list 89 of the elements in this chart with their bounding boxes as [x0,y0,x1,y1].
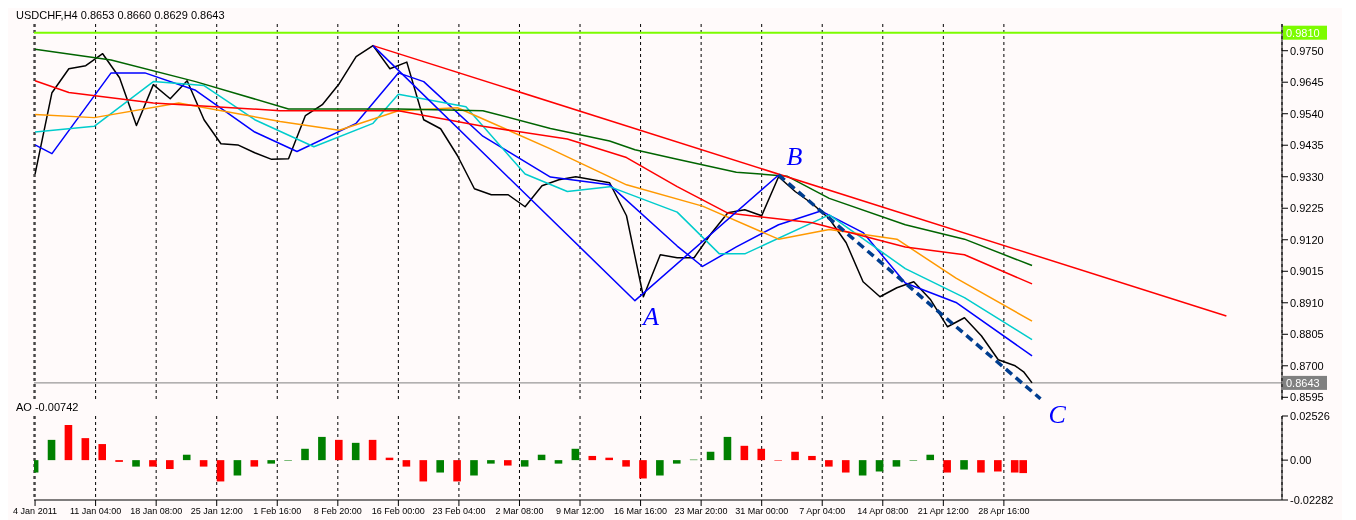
x-tick-label: 16 Mar 16:00 [614,506,668,517]
bar [81,438,90,461]
chart-title: AO -0.00742 [16,401,79,413]
bar [808,455,816,461]
bar [64,425,73,461]
bar [301,448,309,461]
bar [250,460,259,467]
bar [723,436,732,461]
x-tick-label: 28 Apr 16:00 [978,506,1030,517]
bar [368,439,377,461]
chart-title: USDCHF,H4 0.8653 0.8660 0.8629 0.8643 [16,9,225,21]
bar [892,460,901,467]
bar [757,448,766,461]
y-tick-label: 0.8595 [1290,391,1324,404]
line-series [34,48,1033,267]
bar [216,460,225,482]
bar [470,460,478,476]
x-tick-label: 1 Feb 16:00 [253,506,302,517]
y-tick-label: 0.9015 [1290,265,1324,278]
bar [841,460,850,473]
bar [199,460,208,467]
bar [402,460,411,467]
x-tick-label: 23 Mar 20:00 [674,506,728,517]
bar [554,460,563,464]
bar [98,444,107,461]
annotation: A [640,301,659,331]
bar [858,460,867,476]
x-tick-label: 11 Jan 04:00 [69,506,122,517]
y-tick-label: 0.9750 [1290,44,1324,57]
bar [149,460,157,467]
bar [487,460,495,464]
x-tick-label: 8 Feb 20:00 [313,506,362,517]
bar [622,460,630,467]
bar [926,454,935,461]
x-tick-label: 7 Apr 04:00 [799,506,846,517]
annotation: B [786,141,803,171]
x-tick-label: 14 Apr 08:00 [857,506,909,517]
bar [740,445,749,461]
bar [351,442,360,461]
bar [825,460,833,467]
bar [977,460,985,473]
x-tick-label: 25 Jan 12:00 [190,506,243,517]
y-tick-label: 0.00 [1290,454,1312,467]
x-tick-label: 18 Jan 08:00 [130,506,183,517]
bar [132,460,140,467]
bar [520,460,529,467]
x-tick-label: 21 Apr 12:00 [917,506,969,517]
y-tick-label: 0.8805 [1290,328,1324,341]
bar [182,454,191,461]
bar [47,439,56,461]
y-tick-label: 0.02526 [1290,409,1330,422]
bar [166,460,174,470]
bar [672,460,681,464]
bar [233,460,242,476]
y-tick-label: 0.9540 [1290,107,1324,120]
annotation: C [1048,399,1067,429]
bar [875,460,884,472]
bar [639,460,647,479]
y-tick-label: -0.02282 [1290,493,1334,506]
bar [943,460,951,473]
y-tick-label: 0.9330 [1290,170,1324,183]
line-series [34,79,1033,285]
bar [588,455,597,461]
x-tick-label: 2 Mar 08:00 [495,506,544,517]
y-tick-label: 0.9225 [1290,202,1324,215]
bar [571,448,580,461]
bar [267,460,276,464]
bar [335,439,343,461]
x-tick-label: 9 Mar 12:00 [556,506,605,517]
y-tick-label: 0.8700 [1290,359,1324,372]
bar [419,460,428,482]
ref-line-label: 0.9810 [1286,26,1320,39]
bar [318,436,326,461]
x-tick-label: 31 Mar 00:00 [735,506,789,517]
ref-line-label: 0.8643 [1286,376,1320,389]
x-tick-label: 16 Feb 00:00 [371,506,425,517]
y-tick-label: 0.9645 [1290,76,1324,89]
y-tick-label: 0.8910 [1290,296,1324,309]
x-tick-label: 23 Feb 04:00 [432,506,486,517]
bar [453,460,461,482]
bar [503,460,512,466]
bar [436,460,444,473]
x-tick-label: 4 Jan 2011 [13,506,57,517]
y-tick-label: 0.9120 [1290,233,1324,246]
bar [791,451,799,461]
bar [656,460,664,476]
y-tick-label: 0.9435 [1290,139,1324,152]
bar [994,460,1002,472]
bar [960,460,968,470]
